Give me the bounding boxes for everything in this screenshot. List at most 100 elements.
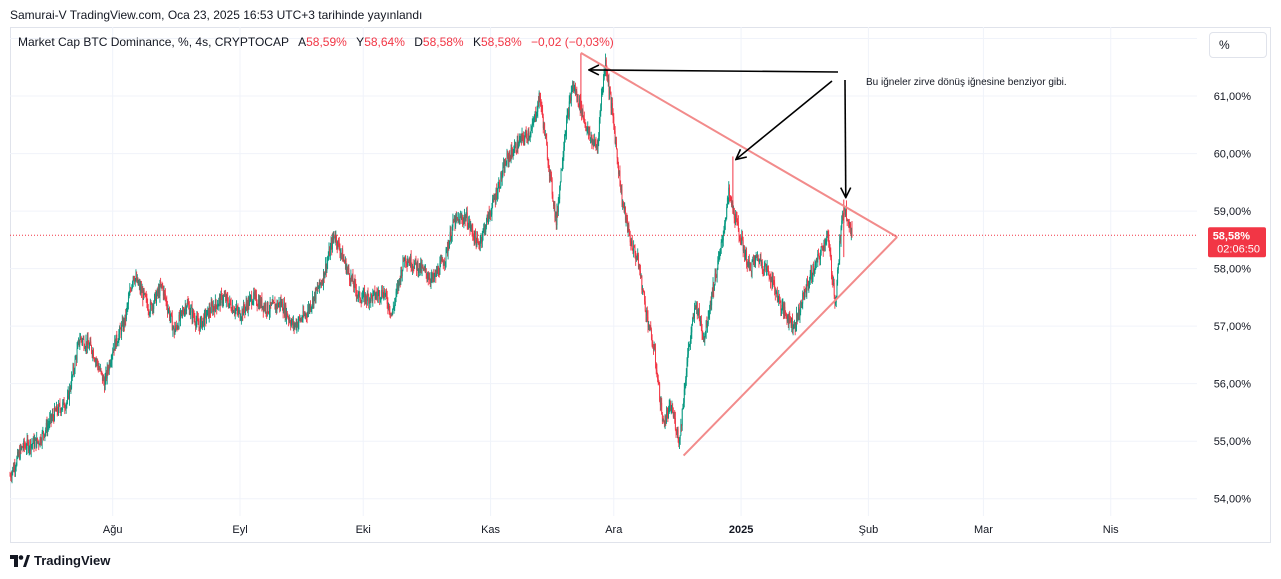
candle	[378, 289, 380, 297]
candle-body	[448, 246, 450, 249]
candle	[644, 296, 646, 313]
candle-body	[560, 170, 562, 183]
candle-body	[21, 446, 23, 448]
candle-body	[235, 309, 237, 310]
candle-body	[355, 283, 357, 290]
candle	[31, 438, 33, 449]
candle-body	[106, 367, 108, 379]
candle-body	[109, 362, 111, 366]
candle	[701, 323, 703, 341]
candle-body	[54, 407, 55, 421]
candle-body	[48, 424, 50, 426]
candle	[277, 300, 279, 310]
candle-body	[501, 174, 503, 180]
candle	[366, 295, 368, 309]
candle-body	[850, 223, 852, 235]
candle	[481, 230, 483, 248]
candle	[619, 165, 621, 187]
candle	[156, 290, 157, 306]
candle-body	[488, 212, 490, 215]
candle	[766, 259, 768, 276]
candle-body	[82, 338, 84, 340]
candle-body	[17, 452, 19, 456]
candle	[685, 368, 687, 386]
candle	[509, 154, 511, 162]
candle	[289, 317, 291, 325]
candle	[527, 128, 529, 145]
candle-body	[329, 246, 331, 256]
candle	[815, 257, 817, 269]
candle	[56, 404, 58, 417]
candle-body	[802, 293, 804, 304]
candle	[268, 304, 270, 320]
candle	[280, 294, 282, 308]
candle	[609, 86, 611, 100]
candle	[492, 194, 494, 203]
candle-body	[289, 319, 291, 324]
candle	[383, 285, 385, 301]
candle-body	[779, 298, 781, 301]
candle	[339, 243, 341, 259]
candle	[247, 295, 249, 317]
candle-body	[29, 441, 31, 449]
candle	[826, 230, 828, 238]
candle-body	[436, 270, 437, 277]
candle	[366, 290, 368, 306]
candle-body	[247, 305, 248, 311]
candle-body	[239, 310, 241, 321]
candle-body	[223, 295, 225, 302]
candle-body	[798, 307, 800, 317]
candle	[468, 216, 470, 230]
candle	[774, 286, 776, 301]
percent-scale-button[interactable]: %	[1209, 32, 1267, 58]
candle	[417, 258, 419, 278]
candle	[616, 136, 617, 150]
candle	[796, 313, 798, 325]
candle-body	[685, 373, 687, 381]
candle-body	[652, 345, 654, 348]
candle-body	[305, 314, 307, 316]
candle	[51, 408, 53, 422]
candle	[795, 321, 797, 332]
candle-body	[203, 317, 205, 326]
candle	[32, 436, 34, 444]
candle-body	[456, 217, 458, 219]
candle-body	[146, 297, 148, 304]
candle-body	[199, 326, 201, 331]
candle-body	[729, 195, 731, 197]
candle-body	[294, 324, 296, 328]
candle-body	[299, 317, 301, 319]
candle-body	[271, 303, 273, 305]
candle-body	[12, 467, 14, 472]
candle-body	[766, 266, 768, 269]
candle	[673, 412, 675, 420]
candle	[240, 316, 242, 325]
candle	[520, 133, 522, 146]
candle-body	[637, 254, 639, 267]
candle-body	[75, 357, 77, 360]
candle	[225, 289, 227, 303]
candle	[35, 438, 37, 452]
candle	[488, 211, 489, 225]
candle-body	[318, 287, 320, 289]
candle-body	[264, 305, 266, 310]
candle-body	[376, 293, 378, 295]
tradingview-brand[interactable]: TradingView	[10, 553, 110, 568]
candle	[472, 233, 474, 241]
candle-body	[653, 347, 655, 350]
candle-body	[88, 344, 90, 349]
candle	[419, 263, 421, 273]
candle	[545, 133, 547, 140]
candle	[729, 184, 730, 202]
candle	[89, 337, 91, 346]
candle-body	[329, 249, 331, 256]
candle-body	[32, 438, 34, 444]
candle	[748, 255, 750, 269]
candle	[390, 313, 392, 317]
candle-body	[502, 167, 504, 175]
candle	[396, 283, 398, 298]
candle-body	[119, 327, 121, 330]
candle	[210, 296, 212, 314]
candle-body	[631, 241, 633, 250]
